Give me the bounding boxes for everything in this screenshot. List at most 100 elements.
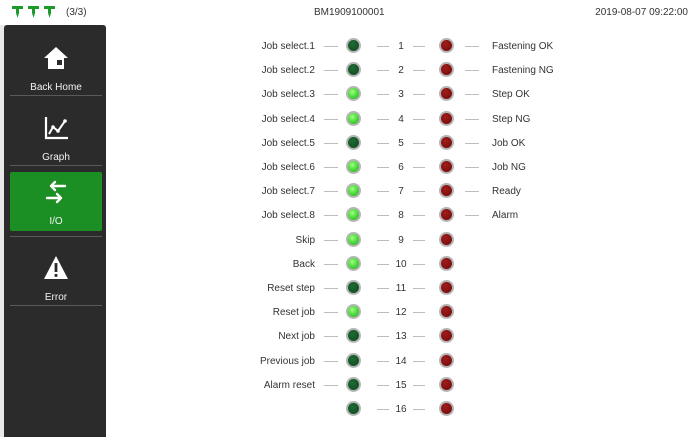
connector-line: [377, 360, 389, 362]
io-row: Previous job 14: [106, 350, 698, 374]
nav-divider: [10, 236, 102, 237]
io-index: 10: [395, 258, 407, 270]
connector-line: [413, 384, 425, 386]
input-indicator: [346, 207, 361, 223]
input-label: Job select.1: [261, 41, 315, 52]
output-indicator: [439, 280, 454, 295]
output-indicator: [439, 183, 454, 199]
output-label: Step NG: [492, 113, 531, 125]
input-indicator: [346, 38, 361, 53]
sidebar: Back Home Graph I/O Error: [4, 25, 106, 437]
input-label: Job select.6: [261, 162, 315, 173]
io-index: 16: [395, 404, 407, 415]
io-index: 4: [398, 113, 404, 125]
io-row: 16: [106, 398, 698, 422]
tool-status-group: [12, 6, 55, 18]
connector-line: [413, 288, 425, 289]
output-indicator: [439, 376, 454, 392]
nav-io[interactable]: I/O: [10, 172, 102, 231]
output-indicator: [439, 352, 454, 368]
output-indicator: [439, 304, 454, 320]
io-row: Job select.1 1 Fastening OK: [106, 35, 698, 59]
tool-icon: [44, 6, 55, 18]
input-indicator: [346, 110, 361, 126]
input-indicator: [346, 134, 361, 150]
io-row: Job select.8 8 Alarm: [106, 204, 698, 228]
connector-line: [377, 215, 389, 217]
nav-error[interactable]: Error: [10, 247, 102, 306]
graph-icon: [44, 117, 68, 140]
output-indicator: [439, 38, 454, 53]
input-indicator: [346, 231, 361, 247]
connector-line: [324, 384, 338, 386]
connector-line: [465, 191, 479, 193]
io-row: Job select.2 2 Fastening NG: [106, 59, 698, 83]
warning-icon: [44, 256, 68, 279]
input-label: Job select.2: [261, 65, 315, 77]
io-row: Job select.7 7 Ready: [106, 180, 698, 204]
io-index: 3: [398, 89, 404, 101]
connector-line: [465, 215, 479, 217]
connector-line: [324, 167, 338, 168]
io-index: 6: [398, 162, 404, 173]
connector-line: [324, 360, 338, 362]
io-index: 14: [395, 355, 407, 367]
io-row: Job select.6 6 Job NG: [106, 156, 698, 180]
nav-label: Error: [44, 292, 68, 303]
connector-line: [324, 46, 338, 47]
output-indicator: [439, 62, 454, 78]
input-indicator: [346, 352, 361, 368]
connector-line: [413, 142, 425, 144]
connector-line: [377, 191, 389, 193]
io-index: 2: [398, 65, 404, 77]
connector-line: [324, 142, 338, 144]
connector-line: [324, 191, 338, 193]
connector-line: [413, 409, 425, 410]
nav-graph[interactable]: Graph: [10, 107, 102, 166]
nav-label: Graph: [42, 152, 70, 163]
output-indicator: [439, 134, 454, 150]
output-indicator: [439, 328, 454, 344]
io-row: Skip 9: [106, 229, 698, 253]
output-label: Ready: [492, 186, 521, 198]
io-row: Reset job 12: [106, 301, 698, 325]
tool-icon: [12, 6, 23, 18]
connector-line: [377, 167, 389, 168]
page-indicator: (3/3): [66, 7, 87, 18]
io-index: 8: [398, 210, 404, 222]
input-indicator: [346, 376, 361, 392]
connector-line: [413, 191, 425, 193]
input-label: Job select.5: [261, 137, 315, 149]
input-label: Job select.7: [261, 186, 315, 198]
connector-line: [377, 70, 389, 72]
nav-back-home[interactable]: Back Home: [10, 37, 102, 96]
output-indicator: [439, 110, 454, 126]
connector-line: [465, 94, 479, 96]
datetime: 2019-08-07 09:22:00: [595, 7, 688, 18]
io-row: Reset step 11: [106, 277, 698, 301]
connector-line: [377, 288, 389, 289]
io-index: 13: [395, 331, 407, 343]
connector-line: [413, 336, 425, 338]
connector-line: [377, 336, 389, 338]
io-row: Next job 13: [106, 325, 698, 349]
connector-line: [413, 94, 425, 96]
input-label: Back: [292, 258, 315, 270]
connector-line: [324, 215, 338, 217]
output-indicator: [439, 255, 454, 271]
connector-line: [413, 118, 425, 120]
io-index: 15: [395, 379, 407, 391]
input-label: Alarm reset: [263, 379, 315, 391]
connector-line: [465, 167, 479, 168]
connector-line: [377, 263, 389, 265]
io-arrows-icon: [45, 180, 67, 204]
connector-line: [465, 118, 479, 120]
io-index: 11: [395, 283, 407, 294]
output-label: Job NG: [492, 162, 526, 173]
connector-line: [413, 263, 425, 265]
connector-line: [324, 288, 338, 289]
connector-line: [377, 312, 389, 314]
io-index: 9: [398, 234, 404, 246]
io-row: Back 10: [106, 253, 698, 277]
connector-line: [324, 70, 338, 72]
